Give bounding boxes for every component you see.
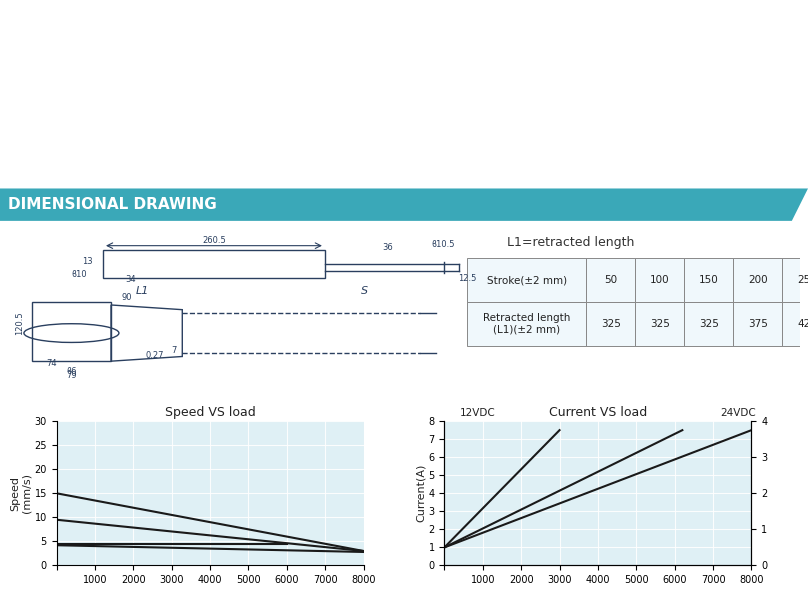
Text: 12VDC: 12VDC	[460, 408, 495, 418]
Text: ϐ10.5: ϐ10.5	[431, 240, 456, 249]
Text: 325: 325	[699, 319, 719, 329]
Bar	[586, 302, 635, 346]
Text: 24VDC: 24VDC	[721, 408, 756, 418]
Text: 13: 13	[82, 257, 93, 266]
Text: ϐ6: ϐ6	[66, 367, 77, 376]
Text: 250: 250	[797, 275, 808, 285]
Text: PERFORMANCE DIAGRAMS: PERFORMANCE DIAGRAMS	[8, 388, 235, 403]
Text: 150: 150	[699, 275, 719, 285]
Text: DIMENSIONAL DRAWING: DIMENSIONAL DRAWING	[8, 197, 217, 212]
Text: 260.5: 260.5	[202, 236, 225, 246]
Title: Speed VS load: Speed VS load	[165, 406, 255, 419]
Text: 36: 36	[383, 243, 393, 252]
Text: 0.27: 0.27	[145, 351, 164, 360]
Bar	[734, 258, 782, 302]
Bar	[782, 302, 808, 346]
Text: 12.5: 12.5	[458, 274, 477, 283]
Bar	[467, 302, 586, 346]
Bar	[103, 250, 325, 279]
Text: 200: 200	[748, 275, 768, 285]
Text: 90: 90	[122, 293, 132, 302]
Bar	[32, 302, 111, 361]
Text: Stroke(±2 mm): Stroke(±2 mm)	[486, 275, 566, 285]
Text: 325: 325	[600, 319, 621, 329]
Text: 79: 79	[66, 371, 77, 380]
Text: 34: 34	[125, 274, 136, 283]
Bar	[467, 258, 586, 302]
Text: 325: 325	[650, 319, 670, 329]
Y-axis label: Current(A): Current(A)	[415, 464, 426, 522]
Y-axis label: Speed
(mm/s): Speed (mm/s)	[10, 474, 32, 513]
Text: 375: 375	[748, 319, 768, 329]
Text: S: S	[361, 286, 368, 296]
Bar	[586, 258, 635, 302]
Text: 50: 50	[604, 275, 617, 285]
Text: ϐ10: ϐ10	[72, 270, 87, 279]
Bar	[734, 302, 782, 346]
Bar	[635, 302, 684, 346]
Text: 120.5: 120.5	[15, 312, 24, 335]
Bar	[684, 302, 734, 346]
Title: Current VS load: Current VS load	[549, 406, 647, 419]
Text: L1=retracted length: L1=retracted length	[507, 236, 634, 249]
Bar	[635, 258, 684, 302]
Text: L1: L1	[136, 286, 149, 296]
Text: 7: 7	[171, 346, 177, 355]
Bar	[782, 258, 808, 302]
Bar	[684, 258, 734, 302]
Polygon shape	[0, 188, 808, 221]
Text: 425: 425	[797, 319, 808, 329]
Text: 74: 74	[46, 359, 57, 368]
Text: Retracted length
(L1)(±2 mm): Retracted length (L1)(±2 mm)	[483, 313, 570, 335]
Text: 100: 100	[650, 275, 670, 285]
